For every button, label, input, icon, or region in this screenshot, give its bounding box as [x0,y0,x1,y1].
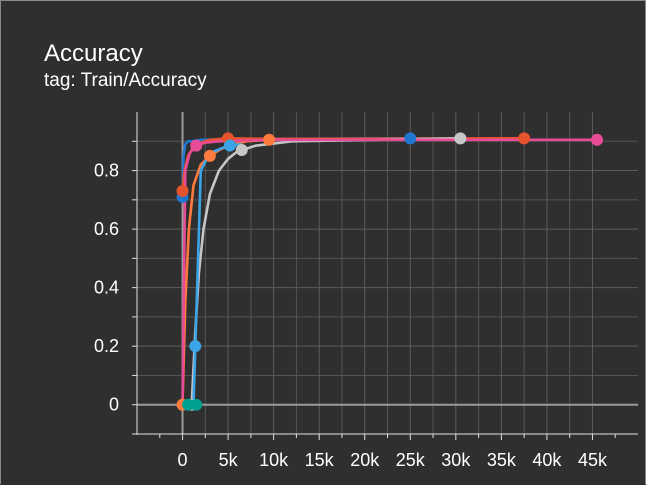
y-tick-label: 0.2 [94,336,119,356]
x-tick-label: 0 [178,450,188,470]
series-marker [404,132,417,145]
x-tick-label: 35k [487,450,517,470]
y-tick-label: 0.6 [94,219,119,239]
series-marker [454,132,467,145]
x-tick-label: 25k [396,450,426,470]
series-marker [190,139,203,152]
series-marker [591,133,604,146]
chart-subtitle: tag: Train/Accuracy [44,70,207,91]
series-marker [190,398,203,411]
chart-title: Accuracy [44,40,143,67]
series-line [190,137,461,405]
x-tick-label: 45k [578,450,608,470]
x-tick-label: 40k [532,450,562,470]
series-line [181,138,597,405]
y-tick-label: 0.4 [94,278,119,298]
series-marker [182,398,195,411]
series-marker [189,340,202,353]
series-marker [235,144,248,157]
x-tick-label: 20k [350,450,380,470]
series-marker [263,133,276,146]
series-marker [518,132,531,145]
y-tick-label: 0 [109,395,119,415]
series-marker [223,139,236,152]
x-tick-label: 30k [441,450,471,470]
x-tick-label: 5k [219,450,239,470]
series-marker [176,185,189,198]
y-tick-label: 0.8 [94,161,119,181]
series-line [192,142,242,405]
series-marker [203,149,216,162]
x-tick-label: 15k [305,450,335,470]
x-tick-label: 10k [259,450,289,470]
